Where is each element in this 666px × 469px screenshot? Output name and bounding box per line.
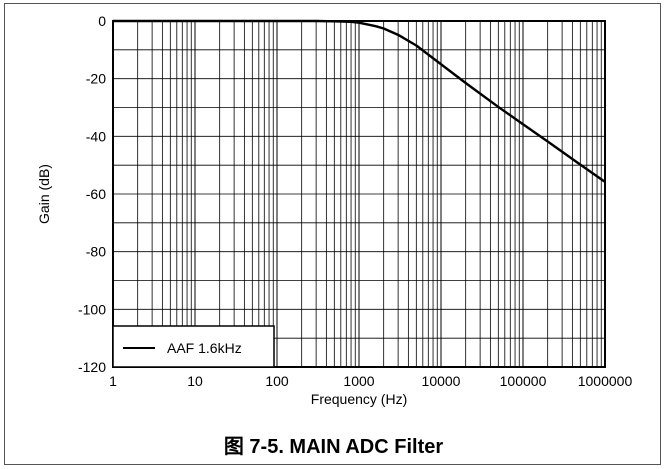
- grid: [113, 21, 605, 367]
- y-tick-label: 0: [98, 13, 106, 29]
- y-tick-label: -40: [86, 128, 106, 144]
- x-tick-label: 1000: [343, 373, 374, 389]
- x-tick-label: 10000: [422, 373, 461, 389]
- y-tick-label: -80: [86, 244, 106, 260]
- y-tick-label: -120: [78, 359, 106, 375]
- y-tick-label: -20: [86, 71, 106, 87]
- plot-border: [112, 20, 606, 368]
- figure-frame: 1 10 100 1000 10000 100000 1000000 0 -20 -40 -60 -8…: [4, 3, 661, 465]
- x-tick-label: 10: [187, 373, 203, 389]
- x-axis-title: Frequency (Hz): [311, 391, 407, 407]
- figure-caption: 图 7-5. MAIN ADC Filter: [223, 436, 444, 458]
- x-tick-label: 1: [109, 373, 117, 389]
- legend-label: AAF 1.6kHz: [167, 340, 242, 356]
- x-tick-label: 1000000: [578, 373, 633, 389]
- x-tick-label: 100000: [500, 373, 547, 389]
- tick-labels: 1 10 100 1000 10000 100000 1000000 0 -20 -40 -60 -8…: [78, 13, 632, 389]
- x-tick-label: 100: [265, 373, 289, 389]
- y-tick-label: -60: [86, 186, 106, 202]
- legend: AAF 1.6kHz: [112, 325, 275, 368]
- y-tick-label: -100: [78, 301, 106, 317]
- legend-box: [112, 325, 275, 368]
- gain-chart: 1 10 100 1000 10000 100000 1000000 0 -20 -40 -60 -8…: [36, 13, 632, 407]
- y-axis-title: Gain (dB): [36, 164, 52, 224]
